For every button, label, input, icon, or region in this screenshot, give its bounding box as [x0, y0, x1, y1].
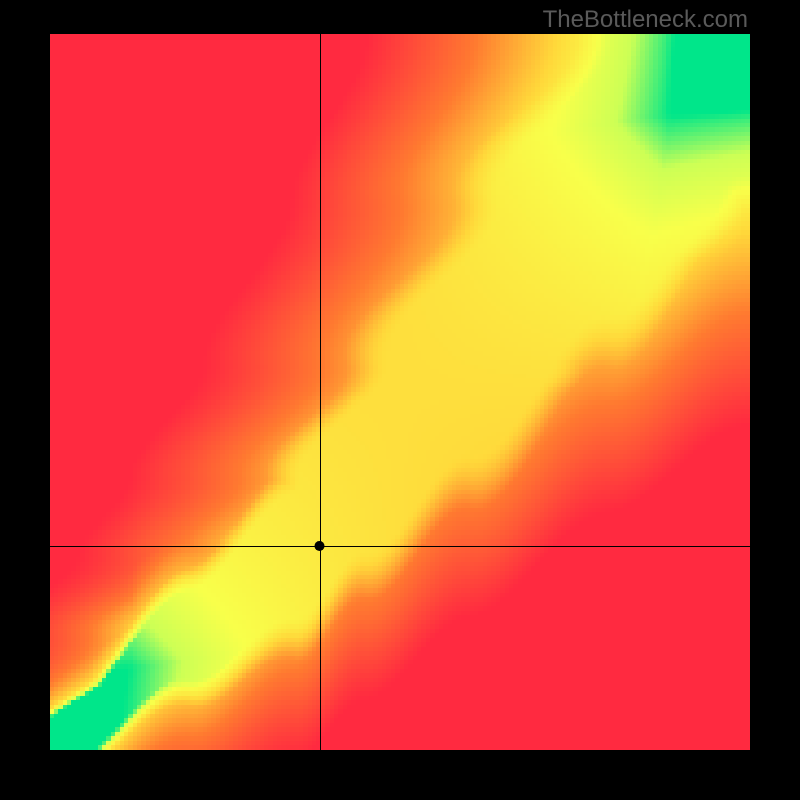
watermark-text: TheBottleneck.com	[543, 6, 748, 34]
bottleneck-heatmap	[50, 34, 750, 750]
